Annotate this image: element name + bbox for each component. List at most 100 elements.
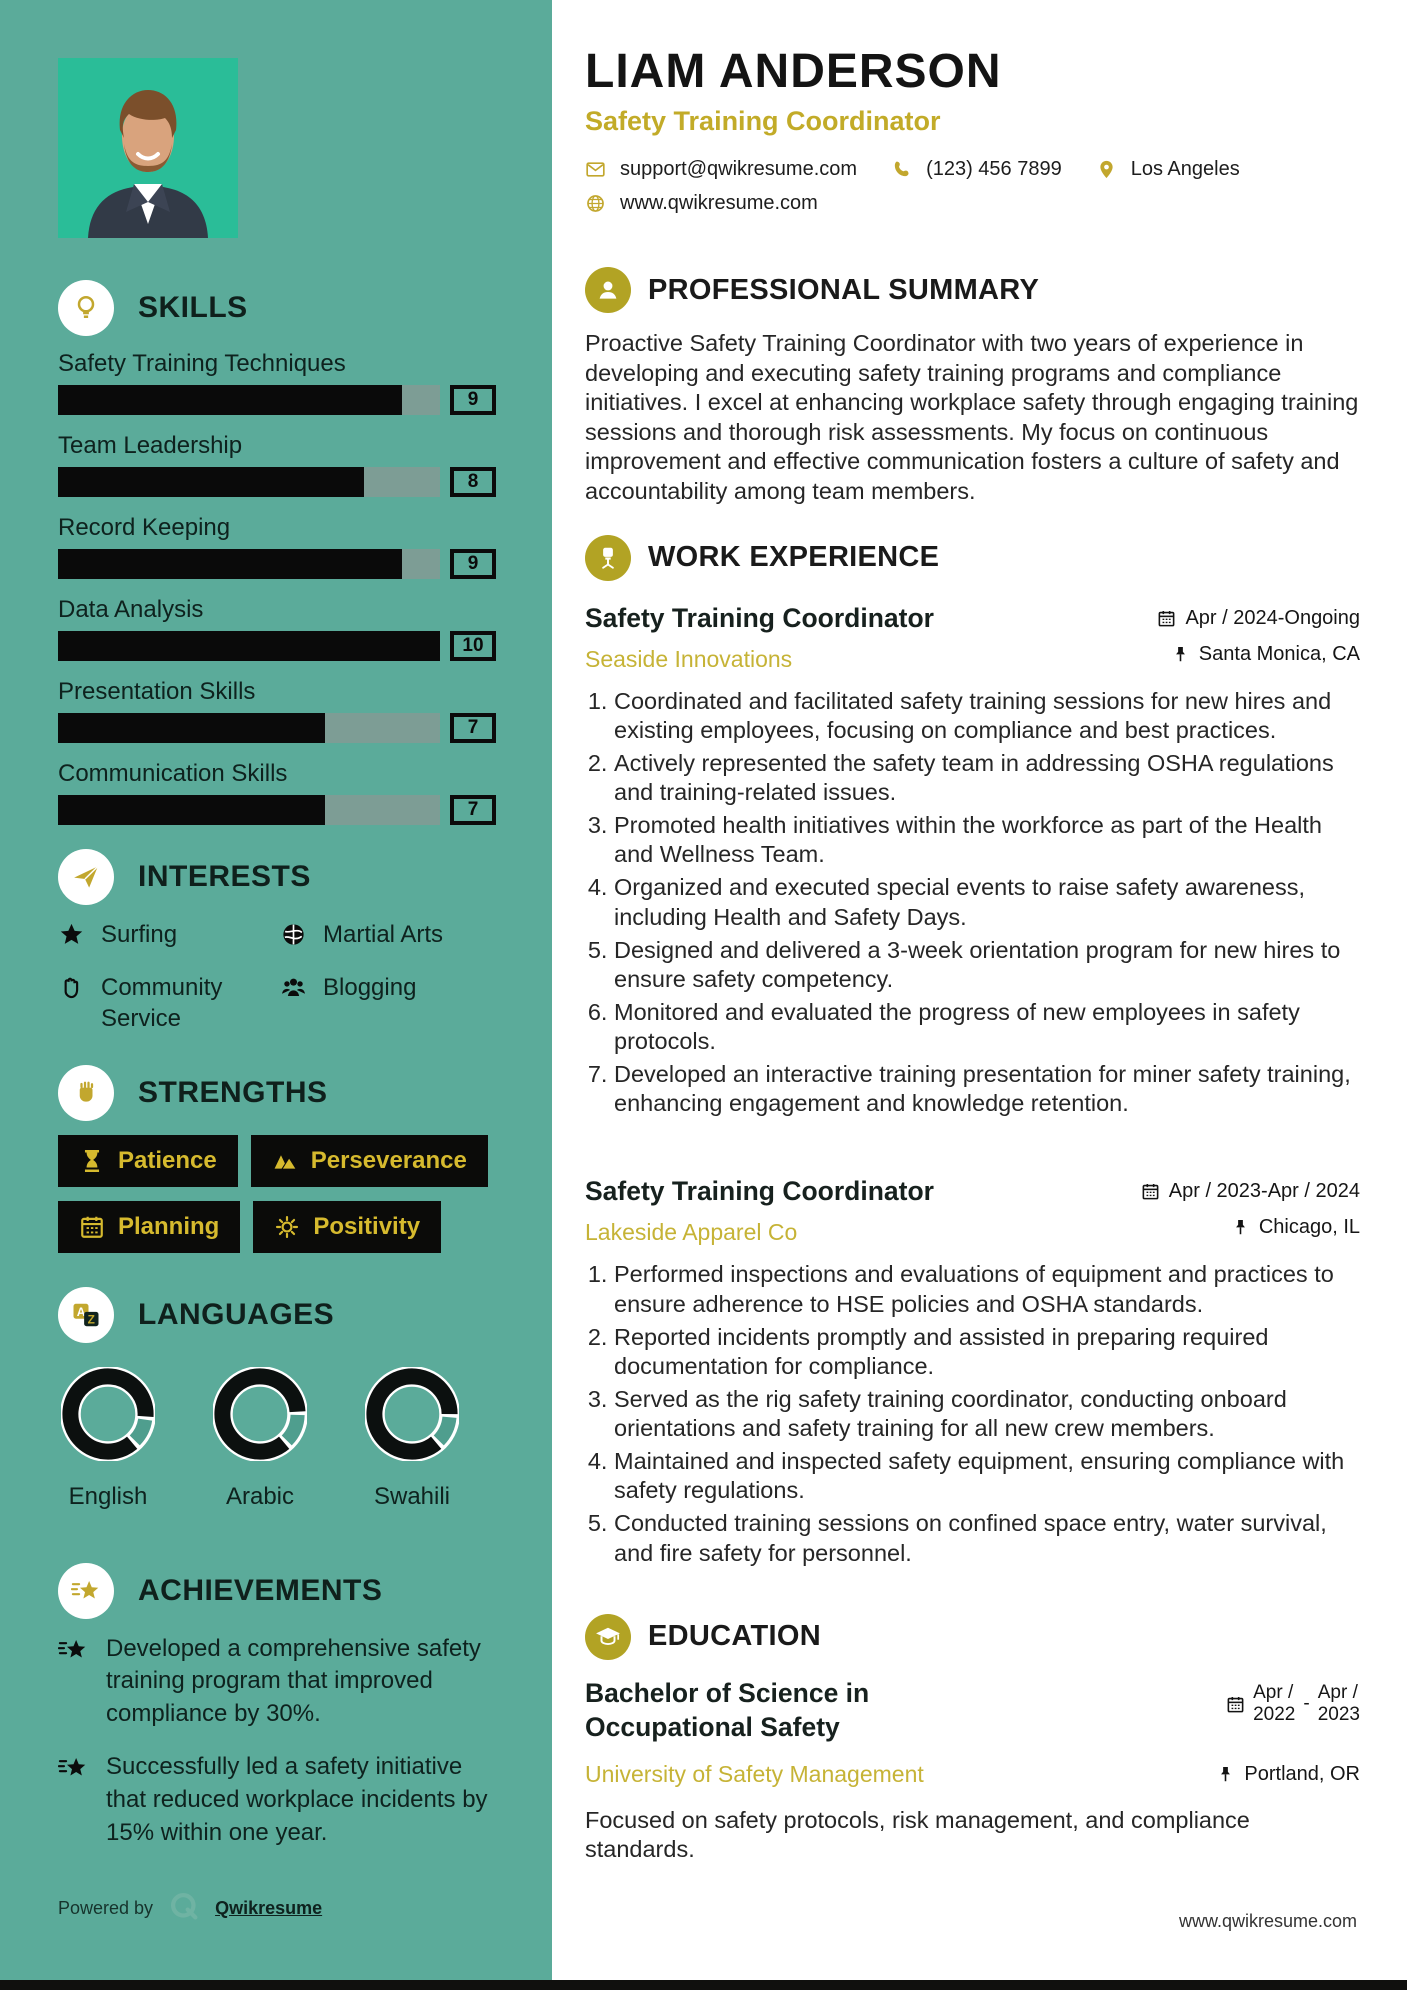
achievements-header: ACHIEVEMENTS — [58, 1562, 496, 1619]
skill-value-badge: 10 — [450, 631, 496, 661]
footer-site[interactable]: www.qwikresume.com — [1178, 1911, 1357, 1931]
email-value[interactable]: support@qwikresume.com — [620, 158, 858, 180]
language-label: English — [68, 1482, 148, 1510]
job-dates: Apr / 2023-Apr / 2024 — [1141, 1180, 1360, 1203]
website-value[interactable]: www.qwikresume.com — [620, 192, 818, 214]
achievement-item: Developed a comprehensive safety trainin… — [58, 1633, 496, 1732]
experience-header: WORK EXPERIENCE — [585, 534, 1360, 581]
job-bullets: Coordinated and facilitated safety train… — [585, 687, 1360, 1119]
skills-header: SKILLS — [58, 280, 496, 336]
skill-label: Safety Training Techniques — [58, 350, 346, 377]
qwikresume-link[interactable]: Qwikresume — [215, 1898, 323, 1918]
job-bullet: Designed and delivered a 3-week orientat… — [614, 936, 1360, 994]
phone-item: (123) 456 7899 — [891, 158, 1062, 181]
job-role: Safety Training Coordinator — [585, 602, 934, 633]
phone-value[interactable]: (123) 456 7899 — [926, 158, 1062, 180]
language-label: Arabic — [225, 1482, 295, 1510]
shooting-star-icon — [58, 1635, 88, 1665]
skill-row: Communication Skills 7 — [58, 760, 496, 825]
language-donut-chart — [213, 1366, 307, 1461]
job-bullet: Performed inspections and evaluations of… — [614, 1260, 1360, 1318]
interests-list: Surfing Martial Arts Community Service B… — [58, 919, 496, 1035]
achievement-text: Successfully led a safety initiative tha… — [106, 1753, 488, 1846]
location-value: Los Angeles — [1130, 158, 1240, 180]
pushpin-icon — [1231, 1218, 1250, 1237]
skill-label: Record Keeping — [58, 514, 231, 541]
summary-section: PROFESSIONAL SUMMARY Proactive Safety Tr… — [585, 267, 1360, 507]
language-item: Swahili — [362, 1366, 462, 1511]
calendar-icon — [1226, 1695, 1245, 1714]
hand-icon — [58, 974, 85, 1001]
qwikresume-logo-icon — [167, 1889, 201, 1928]
job-bullet: Actively represented the safety team in … — [614, 749, 1360, 807]
achievements-list: Developed a comprehensive safety trainin… — [58, 1633, 496, 1850]
education-date-start: Apr / 2022 — [1253, 1681, 1296, 1726]
education-title: EDUCATION — [648, 1620, 821, 1653]
experience-title: WORK EXPERIENCE — [648, 541, 940, 574]
strength-label: Planning — [118, 1212, 220, 1240]
skill-label: Presentation Skills — [58, 678, 256, 705]
skill-track — [58, 467, 440, 497]
job-bullet: Maintained and inspected safety equipmen… — [614, 1447, 1360, 1505]
experience-section: WORK EXPERIENCE Safety Training Coordina… — [585, 534, 1360, 1568]
language-item: English — [58, 1366, 158, 1511]
skill-bar-fill — [58, 385, 402, 415]
strength-chip: Positivity — [253, 1200, 442, 1253]
candidate-name: LIAM ANDERSON — [585, 45, 1002, 98]
education-location: Portland, OR — [1216, 1763, 1360, 1786]
skill-value-badge: 9 — [450, 385, 496, 415]
skill-row: Presentation Skills 7 — [58, 678, 496, 743]
skills-section: SKILLS Safety Training Techniques 9 Team… — [58, 280, 496, 825]
strength-label: Patience — [118, 1146, 217, 1174]
achievements-title: ACHIEVEMENTS — [138, 1573, 383, 1607]
skill-track — [58, 631, 440, 661]
skill-label: Data Analysis — [58, 596, 204, 623]
languages-title: LANGUAGES — [138, 1297, 335, 1331]
phone-icon — [891, 159, 912, 180]
main-column: LIAM ANDERSON Safety Training Coordinato… — [552, 0, 1407, 1990]
language-item: Arabic — [210, 1366, 310, 1511]
strengths-header: STRENGTHS — [58, 1064, 496, 1121]
users-icon — [280, 974, 307, 1001]
job-bullet: Coordinated and facilitated safety train… — [614, 687, 1360, 745]
summary-header: PROFESSIONAL SUMMARY — [585, 267, 1360, 313]
interest-label: Blogging — [323, 974, 417, 1002]
calendar-icon — [1141, 1182, 1160, 1201]
job-meta: Apr / 2023-Apr / 2024 Chicago, IL — [1141, 1180, 1360, 1239]
job-bullet: Conducted training sessions on confined … — [614, 1509, 1360, 1567]
job-role: Safety Training Coordinator — [585, 1176, 934, 1207]
job-head-left: Safety Training Coordinator Seaside Inno… — [585, 603, 934, 673]
skill-row: Data Analysis 10 — [58, 596, 496, 661]
job-dates: Apr / 2024-Ongoing — [1157, 607, 1360, 630]
skill-track — [58, 795, 440, 825]
job-head-left: Safety Training Coordinator Lakeside App… — [585, 1176, 934, 1246]
skill-bar: 8 — [58, 467, 496, 497]
languages-header: LANGUAGES — [58, 1286, 496, 1343]
fist-icon — [58, 1064, 114, 1121]
skill-bar-fill — [58, 467, 364, 497]
skill-bar-fill — [58, 549, 402, 579]
skill-bar: 7 — [58, 795, 496, 825]
shooting-star-icon — [58, 1562, 114, 1619]
skill-value-badge: 7 — [450, 713, 496, 743]
strengths-title: STRENGTHS — [138, 1075, 328, 1109]
summary-text: Proactive Safety Training Coordinator wi… — [585, 330, 1359, 505]
strengths-list: Patience Perseverance Planning Positivit… — [58, 1134, 496, 1253]
pushpin-icon — [1216, 1765, 1235, 1784]
skill-bar: 7 — [58, 713, 496, 743]
job-entry: Safety Training Coordinator Seaside Inno… — [585, 603, 1360, 1119]
language-donut-chart — [61, 1366, 155, 1461]
languages-section: LANGUAGES English Arabic Swahili — [58, 1286, 496, 1511]
job-company: Lakeside Apparel Co — [585, 1219, 798, 1246]
location-item: Los Angeles — [1096, 158, 1240, 181]
skill-bar: 10 — [58, 631, 496, 661]
skill-row: Team Leadership 8 — [58, 432, 496, 497]
skill-value-badge: 8 — [450, 467, 496, 497]
achievements-section: ACHIEVEMENTS Developed a comprehensive s… — [58, 1562, 496, 1850]
skill-value-badge: 9 — [450, 549, 496, 579]
job-entry: Safety Training Coordinator Lakeside App… — [585, 1176, 1360, 1567]
skills-list: Safety Training Techniques 9 Team Leader… — [58, 350, 496, 825]
interest-label: Martial Arts — [323, 921, 444, 948]
interest-item: Blogging — [280, 972, 496, 1034]
